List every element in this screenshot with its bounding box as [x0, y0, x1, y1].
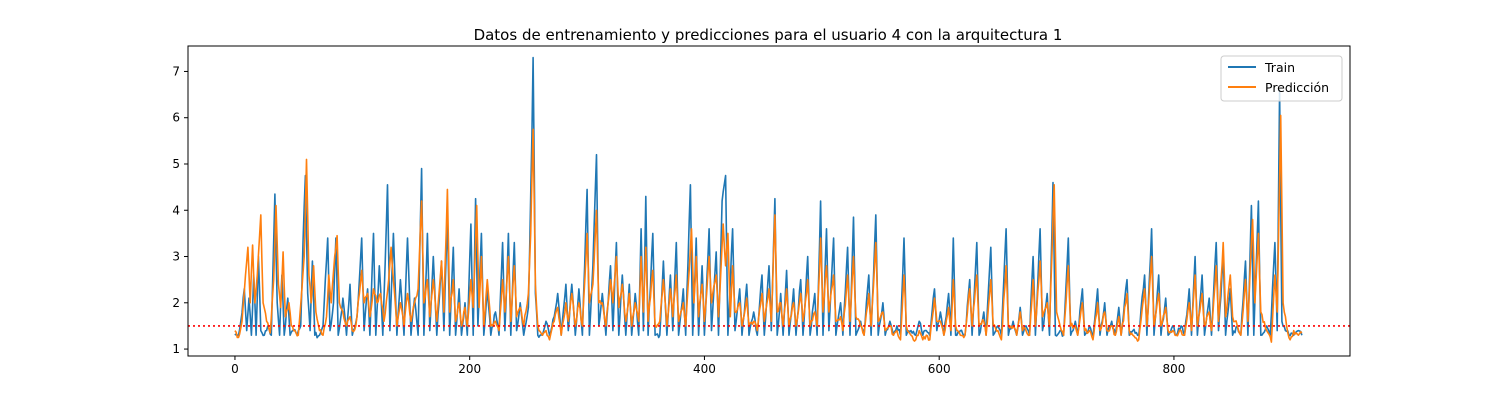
x-tick-label: 200 [458, 362, 481, 376]
chart-title: Datos de entrenamiento y predicciones pa… [474, 26, 1063, 44]
y-tick-label: 5 [172, 157, 180, 171]
series-group [234, 56, 1303, 343]
y-tick-label: 7 [172, 64, 180, 78]
legend: Train Predicción [1220, 55, 1343, 102]
axes: 0 200 400 600 800 1 2 3 4 5 6 7 [172, 45, 1351, 376]
plot-frame [187, 45, 1351, 357]
y-tick-label: 2 [172, 296, 180, 310]
x-tick-label: 800 [1162, 362, 1185, 376]
legend-label-train: Train [1264, 60, 1295, 75]
legend-label-prediccion: Predicción [1265, 80, 1329, 95]
y-tick-label: 3 [172, 250, 180, 264]
y-tick-label: 4 [172, 203, 180, 217]
y-tick-label: 6 [172, 111, 180, 125]
y-tick-label: 1 [172, 342, 180, 356]
x-tick-label: 0 [231, 362, 239, 376]
plot-area [188, 56, 1350, 343]
x-tick-label: 400 [693, 362, 716, 376]
series-line-prediccion [234, 114, 1303, 343]
x-tick-label: 600 [928, 362, 951, 376]
